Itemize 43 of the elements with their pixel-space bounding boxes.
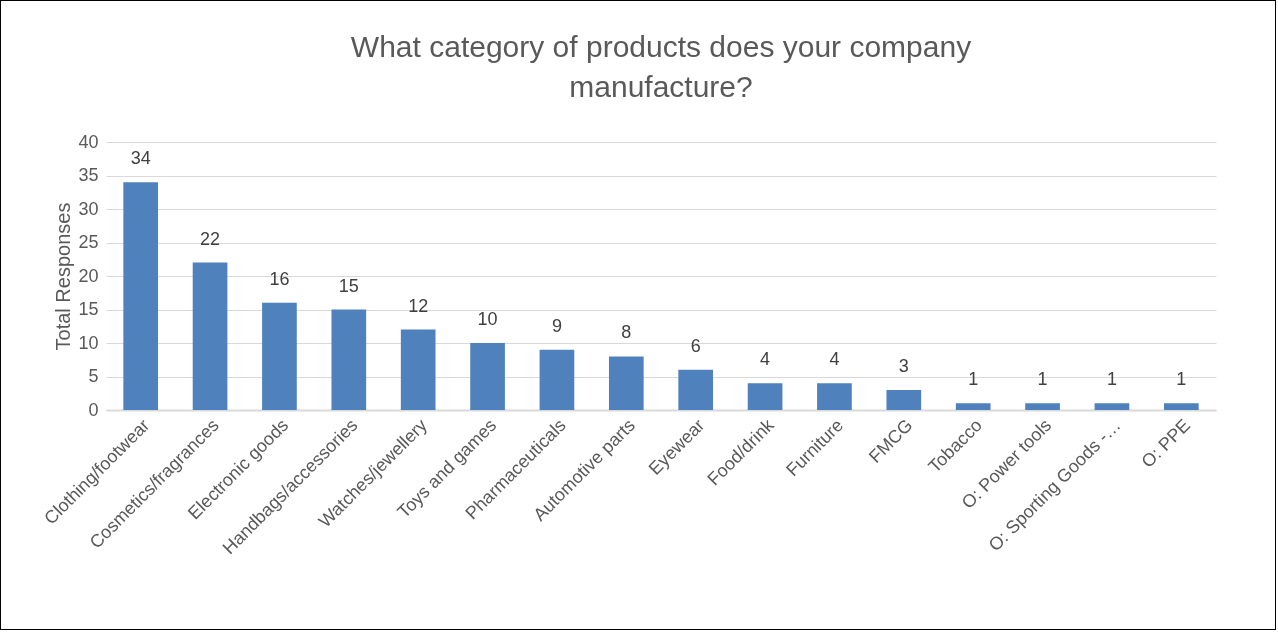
data-label: 6 [690,335,701,356]
bar [955,403,991,410]
y-tick-label: 40 [78,131,99,152]
bar [539,349,575,410]
bar [1094,403,1130,410]
y-tick-label: 15 [78,299,99,319]
data-label: 1 [1037,369,1048,390]
y-tick-label: 0 [88,399,99,420]
bar [400,329,436,410]
bar [1163,403,1199,410]
bar [262,302,297,410]
bar [331,309,367,410]
data-label: 1 [1176,369,1187,390]
y-tick-label: 10 [78,332,99,353]
bar [886,389,922,410]
chart-title: What category of products does your company manufacture? [350,30,972,103]
y-tick-label: 5 [88,366,99,386]
bar [123,182,159,410]
data-label: 4 [829,349,840,370]
bar [747,383,783,410]
bar [817,383,852,410]
data-label: 22 [200,228,221,249]
y-tick-label: 20 [78,265,99,286]
y-tick-label: 30 [78,198,99,219]
data-label: 9 [551,315,562,336]
data-label: 4 [760,349,771,370]
data-label: 1 [1106,369,1117,390]
y-tick-label: 35 [78,165,99,185]
y-tick-label: 25 [78,232,99,252]
data-label: 1 [968,369,979,390]
bar [1025,403,1060,410]
data-label: 12 [408,295,429,316]
data-label: 16 [269,268,290,289]
bar [192,262,228,410]
bar [470,343,505,410]
data-label: 15 [338,275,359,296]
bar [678,369,714,410]
bar [608,356,644,410]
y-axis-title: Total Responses [52,202,75,351]
data-label: 3 [898,355,909,376]
data-label: 34 [130,148,151,169]
data-label: 8 [621,322,632,343]
data-label: 10 [477,309,498,329]
